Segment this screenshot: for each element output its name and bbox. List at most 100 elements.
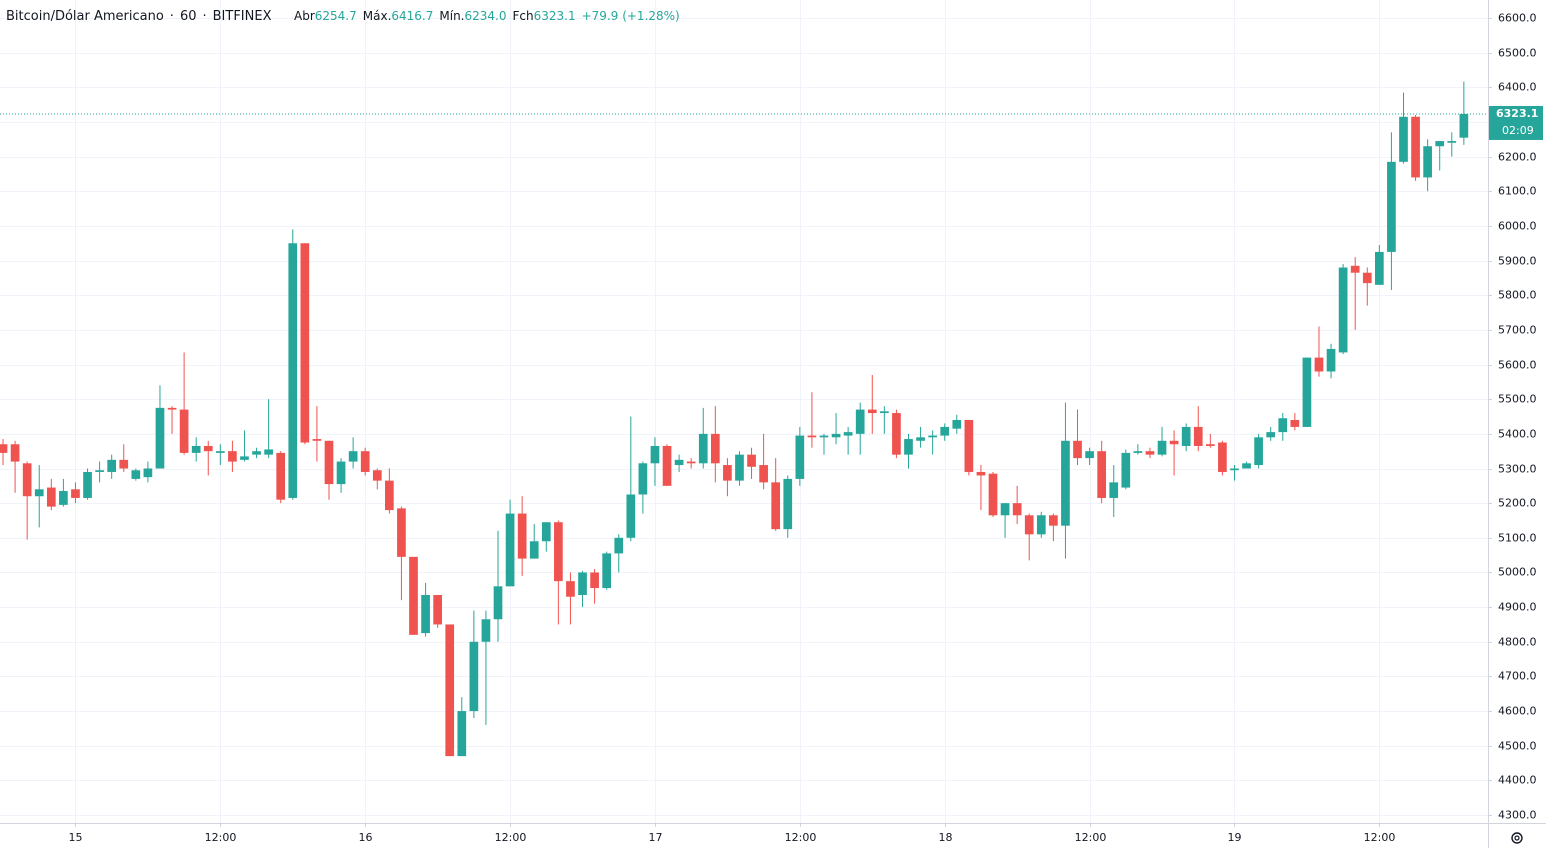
y-tick-label: 5500.0 bbox=[1498, 393, 1537, 406]
candle-body bbox=[252, 451, 261, 455]
candle-body bbox=[348, 451, 358, 462]
candle-body bbox=[360, 451, 370, 472]
y-tick-label: 4800.0 bbox=[1498, 636, 1537, 649]
x-tick-label: 18 bbox=[939, 831, 953, 844]
axes: 4300.0 4400.0 4500.0 4600.0 4700.0 4800.0 4900… bbox=[69, 12, 1543, 844]
candle-body bbox=[1024, 515, 1034, 535]
candle-body bbox=[131, 470, 141, 479]
candle-body bbox=[228, 451, 237, 462]
close-value: 6323.1 bbox=[534, 9, 576, 23]
open-value: 6254.7 bbox=[315, 9, 357, 23]
candle-body bbox=[288, 243, 298, 498]
candle-body bbox=[457, 711, 467, 757]
settings-gear[interactable] bbox=[1511, 832, 1523, 844]
candle-body bbox=[710, 433, 720, 464]
low-value: 6234.0 bbox=[465, 9, 507, 23]
candle-body bbox=[22, 463, 32, 497]
candle-body bbox=[276, 452, 286, 500]
legend-ohlc: Abr6254.7 Máx.6416.7 Mín.6234.0 Fch6323.1 +7… bbox=[294, 9, 680, 23]
candle-body bbox=[1097, 451, 1107, 498]
candle-body bbox=[300, 243, 310, 443]
candle-body bbox=[1036, 515, 1046, 535]
candle-body bbox=[602, 553, 612, 589]
candle-body bbox=[95, 470, 104, 472]
symbol: Bitcoin/Dólar Americano bbox=[6, 9, 164, 24]
candle-body bbox=[638, 463, 648, 495]
high-label: Máx. bbox=[363, 9, 392, 23]
candle-body bbox=[1362, 272, 1372, 284]
gear-hub bbox=[1514, 835, 1520, 841]
x-tick-label: 12:00 bbox=[1075, 831, 1107, 844]
candle-body bbox=[1218, 442, 1227, 472]
candle-body bbox=[1085, 451, 1094, 459]
y-tick-label: 6100.0 bbox=[1498, 185, 1537, 198]
candle-body bbox=[940, 426, 950, 436]
candle-body bbox=[831, 433, 841, 438]
candle-body bbox=[529, 541, 539, 559]
candle-body bbox=[1000, 503, 1010, 516]
candle-body bbox=[433, 594, 442, 625]
candle-body bbox=[1459, 113, 1469, 138]
grid bbox=[0, 0, 1488, 823]
candle-body bbox=[1278, 418, 1288, 433]
candle-body bbox=[626, 494, 636, 538]
y-tick-label: 5900.0 bbox=[1498, 255, 1537, 268]
candle-body bbox=[855, 409, 865, 434]
candle-body bbox=[1157, 440, 1167, 455]
y-tick-label: 6400.0 bbox=[1498, 81, 1537, 94]
candle-body bbox=[505, 513, 515, 587]
candle-body bbox=[107, 459, 117, 472]
candle-body bbox=[590, 572, 599, 589]
y-tick-label: 4700.0 bbox=[1498, 670, 1537, 683]
x-tick-label: 19 bbox=[1228, 831, 1242, 844]
candle-body bbox=[119, 459, 129, 469]
candle-body bbox=[240, 456, 249, 460]
x-tick-label: 17 bbox=[649, 831, 663, 844]
change-value: +79.9 (+1.28%) bbox=[582, 9, 680, 23]
candle-body bbox=[674, 459, 684, 466]
y-tick-label: 4500.0 bbox=[1498, 740, 1537, 753]
candle-body bbox=[1061, 440, 1070, 526]
exchange: BITFINEX bbox=[213, 9, 272, 24]
candle-body bbox=[336, 461, 346, 485]
x-tick-label: 12:00 bbox=[495, 831, 527, 844]
candle-body bbox=[747, 454, 756, 467]
candle-body bbox=[1290, 419, 1300, 427]
candle-body bbox=[191, 445, 201, 453]
candle-body bbox=[795, 435, 805, 479]
close-label: Fch bbox=[513, 9, 534, 23]
y-tick-label: 6600.0 bbox=[1498, 12, 1537, 25]
candle-body bbox=[1181, 426, 1191, 446]
y-tick-label: 4300.0 bbox=[1498, 809, 1537, 822]
y-tick-label: 5700.0 bbox=[1498, 324, 1537, 337]
candle-body bbox=[46, 487, 56, 507]
candle-body bbox=[541, 522, 551, 542]
y-tick-label: 5400.0 bbox=[1498, 428, 1537, 441]
candle-body bbox=[807, 435, 817, 438]
candle-body bbox=[372, 470, 382, 481]
candle-body bbox=[1049, 515, 1058, 526]
candle-body bbox=[481, 619, 491, 642]
candle-body bbox=[1145, 451, 1155, 455]
candle-body bbox=[904, 439, 913, 455]
interval: 60 bbox=[180, 9, 197, 24]
candle-body bbox=[1435, 141, 1445, 147]
candle-body bbox=[1447, 141, 1457, 143]
candle-body bbox=[1230, 468, 1239, 471]
candle-body bbox=[1374, 251, 1384, 285]
candle-body bbox=[203, 445, 213, 452]
y-tick-label: 4600.0 bbox=[1498, 705, 1537, 718]
dot: · bbox=[170, 9, 174, 24]
y-tick-label: 6200.0 bbox=[1498, 151, 1537, 164]
candle-body bbox=[34, 489, 44, 497]
candle-body bbox=[698, 433, 708, 464]
candle-body bbox=[10, 444, 20, 462]
y-tick-label: 5600.0 bbox=[1498, 359, 1537, 372]
x-tick-label: 16 bbox=[359, 831, 373, 844]
open-label: Abr bbox=[294, 9, 315, 23]
candle-body bbox=[1073, 440, 1082, 459]
candle-body bbox=[1411, 116, 1420, 178]
candle-body bbox=[1350, 265, 1360, 273]
